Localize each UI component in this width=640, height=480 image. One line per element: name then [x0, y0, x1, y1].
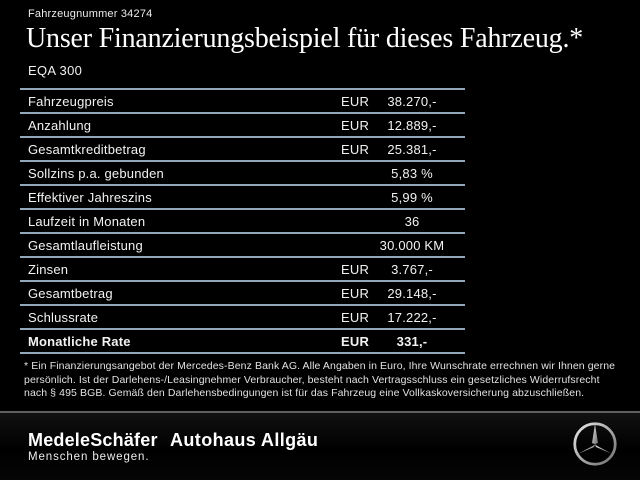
row-label: Laufzeit in Monaten: [28, 213, 146, 229]
footer-bar: MedeleSchäfer Menschen bewegen. Autohaus…: [0, 413, 640, 480]
table-row: Zinsen EUR 3.767,-: [20, 258, 465, 282]
vehicle-number: Fahrzeugnummer 34274: [28, 8, 153, 20]
dealer-tagline: Menschen bewegen.: [28, 451, 150, 463]
table-row: Sollzins p.a. gebunden 5,83 %: [20, 162, 465, 186]
dealer-logo-medele-schaefer: MedeleSchäfer: [28, 430, 158, 450]
row-label: Gesamtlaufleistung: [28, 237, 143, 253]
row-value: 30.000 KM: [379, 237, 445, 253]
table-row: Effektiver Jahreszins 5,99 %: [20, 186, 465, 210]
table-row: Monatliche Rate EUR 331,-: [20, 330, 465, 354]
table-row: Schlussrate EUR 17.222,-: [20, 306, 465, 330]
row-currency: EUR: [341, 333, 370, 349]
row-currency: EUR: [341, 117, 370, 133]
table-row: Laufzeit in Monaten 36: [20, 210, 465, 234]
row-value: 36: [404, 213, 420, 229]
table-row: Gesamtbetrag EUR 29.148,-: [20, 282, 465, 306]
row-currency: EUR: [341, 285, 370, 301]
row-currency: EUR: [341, 141, 370, 157]
row-label: Fahrzeugpreis: [28, 93, 114, 109]
table-row: Fahrzeugpreis EUR 38.270,-: [20, 90, 465, 114]
row-value: 29.148,-: [387, 285, 437, 301]
row-currency: EUR: [341, 261, 370, 277]
row-value: 17.222,-: [387, 309, 437, 325]
table-row: Anzahlung EUR 12.889,-: [20, 114, 465, 138]
table-row: Gesamtkreditbetrag EUR 25.381,-: [20, 138, 465, 162]
legal-footnote: * Ein Finanzierungsangebot der Mercedes-…: [24, 360, 616, 399]
dealer-logo-autohaus-allgaeu: Autohaus Allgäu: [170, 430, 319, 450]
row-currency: EUR: [341, 93, 370, 109]
row-label: Gesamtkreditbetrag: [28, 141, 146, 157]
table-row: Gesamtlaufleistung 30.000 KM: [20, 234, 465, 258]
vehicle-model: EQA 300: [28, 63, 83, 78]
row-label: Schlussrate: [28, 309, 99, 325]
row-value: 3.767,-: [391, 261, 433, 277]
finance-table: Fahrzeugpreis EUR 38.270,- Anzahlung EUR 12.8…: [20, 88, 465, 354]
mercedes-star-icon: [572, 421, 618, 467]
page-title: Unser Finanzierungsbeispiel für dieses F…: [26, 23, 584, 54]
row-value: 5,83 %: [391, 165, 433, 181]
row-label: Sollzins p.a. gebunden: [28, 165, 164, 181]
row-value: 25.381,-: [387, 141, 437, 157]
row-label: Anzahlung: [28, 117, 92, 133]
row-label: Monatliche Rate: [28, 333, 131, 349]
row-value: 5,99 %: [391, 189, 433, 205]
row-label: Gesamtbetrag: [28, 285, 113, 301]
row-value: 331,-: [396, 333, 428, 349]
row-value: 38.270,-: [387, 93, 437, 109]
row-label: Zinsen: [28, 261, 69, 277]
row-currency: EUR: [341, 309, 370, 325]
row-label: Effektiver Jahreszins: [28, 189, 152, 205]
row-value: 12.889,-: [387, 117, 437, 133]
footer-divider: [0, 411, 640, 413]
